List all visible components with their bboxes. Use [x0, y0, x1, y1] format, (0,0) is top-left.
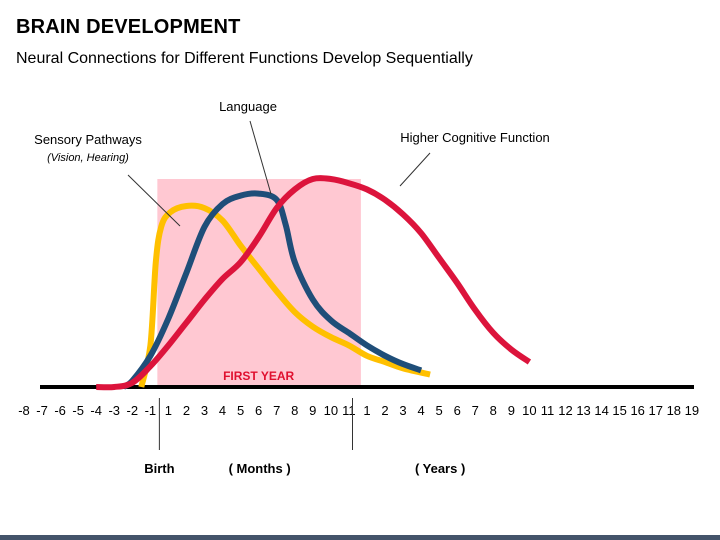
language-label: Language	[219, 99, 277, 114]
sensory-leader-line	[127, 174, 181, 227]
marker-label: ( Years )	[415, 461, 465, 476]
sensory-pathways-label: Sensory Pathways	[34, 132, 142, 147]
tick-label: 1	[363, 403, 370, 418]
tick-label: -6	[54, 403, 66, 418]
tick-label: 11	[541, 403, 555, 418]
tick-label: 19	[685, 403, 699, 418]
tick-label: 3	[399, 403, 406, 418]
tick-label: 9	[309, 403, 316, 418]
tick-label: -7	[36, 403, 48, 418]
page-subtitle: Neural Connections for Different Functio…	[16, 50, 473, 67]
tick-label: 1	[165, 403, 172, 418]
tick-label: 5	[237, 403, 244, 418]
cognitive-leader-line	[399, 152, 431, 187]
tick-label: 14	[594, 403, 608, 418]
tick-label: 7	[472, 403, 479, 418]
tick-label: 18	[667, 403, 681, 418]
higher-cognitive-function-line	[96, 175, 532, 391]
tick-label: 13	[576, 403, 590, 418]
tick-label: 6	[454, 403, 461, 418]
tick-label: 5	[436, 403, 443, 418]
tick-label: -4	[90, 403, 102, 418]
tick-label: 10	[522, 403, 536, 418]
marker-label: ( Months )	[229, 461, 291, 476]
tick-label: 2	[183, 403, 190, 418]
tick-label: 17	[649, 403, 663, 418]
first-year-label: FIRST YEAR	[223, 369, 294, 383]
tick-label: 15	[612, 403, 626, 418]
tick-label: 8	[291, 403, 298, 418]
tick-label: 2	[381, 403, 388, 418]
tick-label: -1	[145, 403, 157, 418]
marker-label: Birth	[144, 461, 174, 476]
tick-label: 9	[508, 403, 515, 418]
sensory-pathways-line	[138, 202, 431, 388]
tick-label: 7	[273, 403, 280, 418]
tick-label: 4	[219, 403, 226, 418]
tick-label: 12	[558, 403, 572, 418]
tick-label: 11	[342, 403, 356, 418]
language-leader-line	[249, 120, 272, 195]
tick-label: 16	[630, 403, 644, 418]
sensory-pathways-note: (Vision, Hearing)	[47, 152, 129, 164]
bottom-bar	[0, 535, 720, 540]
tick-label: -8	[18, 403, 30, 418]
tick-label: 6	[255, 403, 262, 418]
language-line	[121, 190, 423, 390]
tick-label: 3	[201, 403, 208, 418]
tick-label: 10	[324, 403, 338, 418]
page-title: BRAIN DEVELOPMENT	[16, 16, 241, 38]
tick-label: -3	[108, 403, 120, 418]
tick-label: 4	[417, 403, 424, 418]
tick-label: 8	[490, 403, 497, 418]
tick-label: -5	[72, 403, 84, 418]
first-year-band	[157, 179, 361, 387]
tick-label: -2	[127, 403, 139, 418]
higher-cognitive-function-label: Higher Cognitive Function	[400, 130, 550, 145]
